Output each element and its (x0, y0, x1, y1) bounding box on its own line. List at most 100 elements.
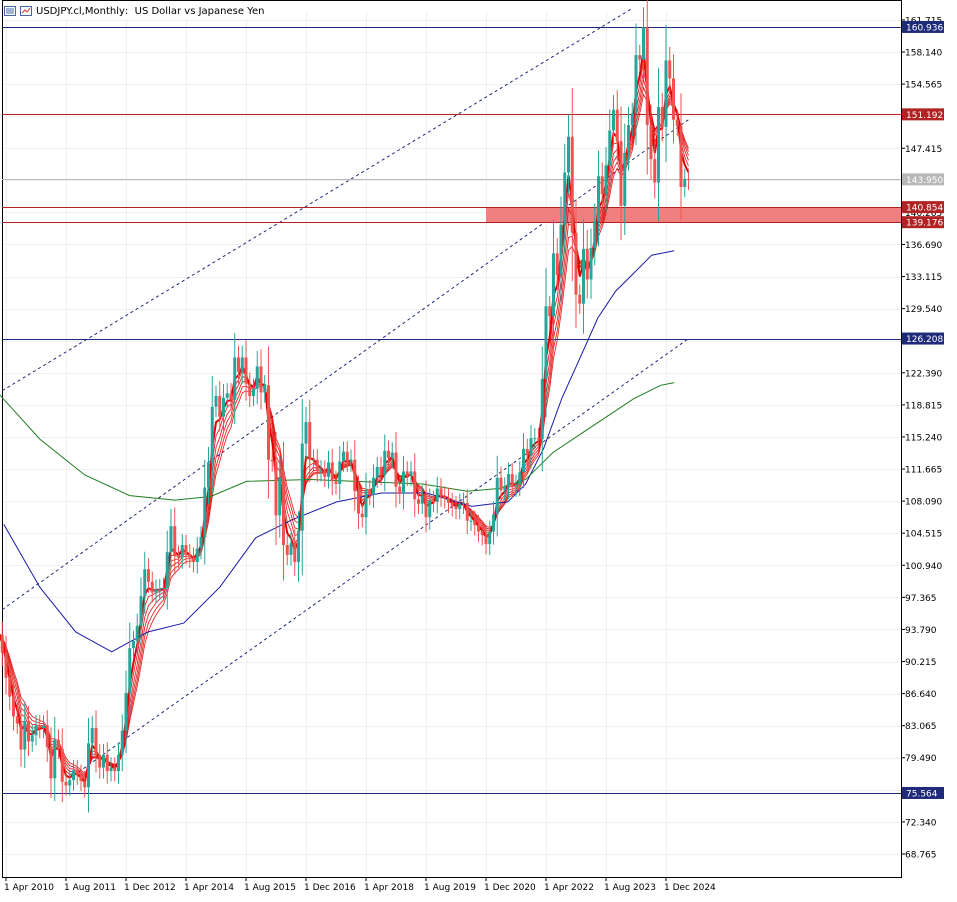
y-tick-label: 136.690 (905, 241, 942, 251)
candle-body (72, 770, 75, 781)
price-levels (2, 27, 901, 794)
candle-body (563, 172, 567, 225)
candle-body (398, 486, 402, 494)
candle-body (402, 471, 405, 494)
level-tag-label: 160.936 (906, 23, 943, 33)
candle-body (364, 490, 368, 518)
candle-body (60, 748, 64, 782)
level-tag (902, 108, 944, 121)
x-tick-label: 1 Dec 2012 (124, 883, 176, 893)
candle-body (300, 443, 304, 531)
candle-body (105, 754, 109, 772)
candle-body (458, 503, 462, 510)
candle-body (668, 60, 672, 79)
candle-body (143, 569, 147, 597)
candle-body (240, 357, 244, 372)
candle-body (154, 589, 158, 593)
candle-body (244, 357, 248, 384)
candle-body (540, 378, 544, 440)
chart-window-icon[interactable] (4, 6, 16, 16)
candle-body (293, 543, 297, 563)
x-tick-label: 1 Apr 2014 (184, 883, 234, 893)
candle-body (600, 176, 604, 195)
candle-body (282, 477, 285, 545)
x-tick-label: 1 Apr 2018 (364, 883, 414, 893)
level-tag (902, 786, 944, 799)
candle-body (304, 422, 308, 444)
candle-body (207, 463, 210, 488)
candle-body (12, 696, 15, 717)
candle-body (559, 224, 563, 275)
y-tick-label: 68.765 (905, 850, 937, 860)
symbol-icon[interactable] (20, 6, 32, 16)
candle-body (229, 393, 233, 400)
candle-body (473, 520, 477, 526)
candle-body (349, 459, 353, 462)
candle-body (544, 306, 548, 379)
candle-body (214, 396, 218, 407)
x-tick-label: 1 Dec 2020 (484, 883, 536, 893)
level-tag (902, 332, 944, 345)
candle-body (169, 526, 173, 553)
candle-body (177, 555, 180, 558)
chart-header: USDJPY.cl, Monthly: US Dollar vs Japanes… (4, 3, 269, 19)
level-tag (902, 20, 944, 33)
candle-body (469, 520, 473, 522)
candle-body (477, 525, 480, 532)
x-tick-label: 1 Dec 2024 (664, 883, 716, 893)
candle-body (285, 544, 289, 555)
candle-body (102, 754, 105, 768)
candle-body (420, 495, 424, 504)
time-axis-bg (0, 878, 902, 898)
candle-body (342, 451, 345, 462)
candle-body (297, 530, 300, 563)
y-tick-label: 122.390 (905, 369, 942, 379)
candle-body (439, 488, 443, 497)
candle-body (612, 109, 615, 131)
candle-body (184, 544, 188, 554)
candle-body (158, 588, 162, 590)
price-axis: 161.715158.140154.565150.990147.415143.8… (901, 0, 957, 898)
y-tick-label: 86.640 (905, 690, 937, 700)
support-zone (486, 207, 901, 223)
candle-body (552, 253, 555, 317)
candle-body (195, 548, 199, 563)
candle-body (630, 113, 634, 126)
candle-body (338, 461, 342, 484)
candle-body (34, 725, 38, 736)
candle-body (660, 107, 664, 127)
level-tag-label: 143.950 (906, 176, 943, 186)
candle-body (68, 780, 72, 786)
candle-body (578, 294, 582, 304)
candle-body (319, 470, 323, 472)
candle-body (120, 730, 124, 755)
candle-body (23, 720, 27, 750)
candle-body (484, 535, 488, 545)
timeframe-label: Monthly (84, 5, 125, 17)
candle-body (19, 723, 23, 750)
candle-body (218, 396, 222, 417)
candle-body (192, 557, 195, 563)
candle-body (334, 481, 338, 484)
candle-body (634, 55, 638, 114)
candle-body (499, 477, 503, 491)
candle-body (593, 221, 597, 248)
support-zone-rect (486, 207, 901, 223)
candle-body (443, 496, 447, 499)
candle-body (623, 152, 627, 206)
x-tick-label: 1 Aug 2011 (64, 883, 116, 893)
candle-body (390, 452, 394, 458)
candle-body (30, 735, 34, 742)
candle-body (94, 728, 98, 755)
candle-body (649, 125, 653, 160)
candle-body (0, 634, 4, 653)
candle-body (409, 471, 413, 476)
candle-body (533, 438, 537, 440)
candle-body (180, 544, 184, 558)
candle-body (582, 248, 585, 304)
candle-body (537, 438, 540, 440)
candle-body (653, 159, 657, 183)
candle-body (394, 452, 398, 487)
